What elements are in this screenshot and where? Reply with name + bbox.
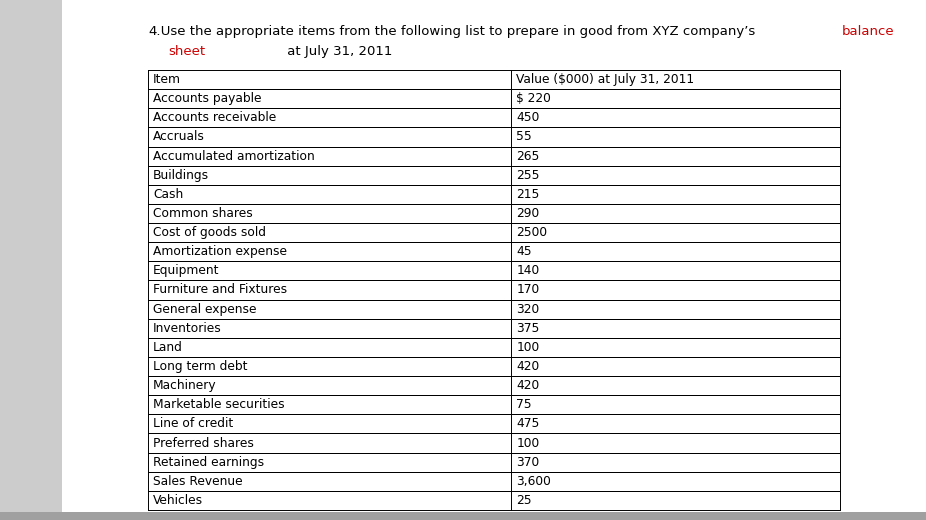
Bar	[148, 452, 840, 472]
Bar	[148, 185, 840, 204]
Text: Accruals: Accruals	[153, 131, 205, 144]
Bar	[148, 147, 840, 166]
Text: 370: 370	[517, 456, 540, 469]
Text: Accounts receivable: Accounts receivable	[153, 111, 276, 124]
Text: 320: 320	[517, 303, 540, 316]
Text: Common shares: Common shares	[153, 207, 253, 220]
Text: General expense: General expense	[153, 303, 257, 316]
Text: Accumulated amortization: Accumulated amortization	[153, 150, 315, 163]
Bar	[148, 376, 840, 395]
Text: Furniture and Fixtures: Furniture and Fixtures	[153, 283, 287, 296]
Text: 255: 255	[517, 168, 540, 181]
Bar	[0, 512, 926, 520]
Bar	[148, 472, 840, 491]
Text: Item: Item	[153, 73, 181, 86]
Text: 475: 475	[517, 418, 540, 431]
Bar	[148, 338, 840, 357]
Text: 75: 75	[517, 398, 532, 411]
Text: balance: balance	[842, 25, 895, 38]
Text: 290: 290	[517, 207, 540, 220]
Bar	[148, 166, 840, 185]
Text: Preferred shares: Preferred shares	[153, 437, 254, 450]
Text: Long term debt: Long term debt	[153, 360, 247, 373]
Bar	[148, 357, 840, 376]
Text: Inventories: Inventories	[153, 322, 221, 335]
Bar	[148, 414, 840, 434]
Bar	[148, 70, 840, 89]
Text: 55: 55	[517, 131, 532, 144]
Text: Sales Revenue: Sales Revenue	[153, 475, 243, 488]
Bar	[148, 204, 840, 223]
Text: Value ($000) at July 31, 2011: Value ($000) at July 31, 2011	[517, 73, 694, 86]
Bar	[148, 280, 840, 300]
Bar	[148, 300, 840, 319]
Bar	[148, 434, 840, 452]
Bar	[148, 319, 840, 338]
Bar	[148, 491, 840, 510]
Text: 3,600: 3,600	[517, 475, 551, 488]
Text: 45: 45	[517, 245, 532, 258]
Bar	[148, 89, 840, 108]
Bar	[148, 108, 840, 127]
Text: Amortization expense: Amortization expense	[153, 245, 287, 258]
Text: Retained earnings: Retained earnings	[153, 456, 264, 469]
Bar	[0, 0, 62, 520]
Text: Vehicles: Vehicles	[153, 494, 203, 507]
Text: 100: 100	[517, 341, 540, 354]
Text: Marketable securities: Marketable securities	[153, 398, 284, 411]
Text: 375: 375	[517, 322, 540, 335]
Text: 450: 450	[517, 111, 540, 124]
Text: 420: 420	[517, 379, 540, 392]
Bar	[148, 242, 840, 262]
Text: 265: 265	[517, 150, 540, 163]
Text: 100: 100	[517, 437, 540, 450]
Text: Cost of goods sold: Cost of goods sold	[153, 226, 266, 239]
Text: 140: 140	[517, 264, 540, 277]
Text: Cash: Cash	[153, 188, 183, 201]
Text: Line of credit: Line of credit	[153, 418, 233, 431]
Text: Land: Land	[153, 341, 182, 354]
Text: at July 31, 2011: at July 31, 2011	[283, 45, 393, 58]
Text: Buildings: Buildings	[153, 168, 209, 181]
Text: Machinery: Machinery	[153, 379, 217, 392]
Text: 420: 420	[517, 360, 540, 373]
Text: sheet: sheet	[168, 45, 206, 58]
Text: 4.: 4.	[148, 25, 160, 38]
Text: 2500: 2500	[517, 226, 547, 239]
Bar	[148, 223, 840, 242]
Bar	[148, 262, 840, 280]
Bar	[148, 395, 840, 414]
Text: Accounts payable: Accounts payable	[153, 92, 261, 105]
Text: $ 220: $ 220	[517, 92, 551, 105]
Text: 170: 170	[517, 283, 540, 296]
Text: Use the appropriate items from the following list to prepare in good from XYZ co: Use the appropriate items from the follo…	[148, 25, 759, 38]
Text: Equipment: Equipment	[153, 264, 219, 277]
Text: 215: 215	[517, 188, 540, 201]
Text: 25: 25	[517, 494, 532, 507]
Bar	[148, 127, 840, 147]
